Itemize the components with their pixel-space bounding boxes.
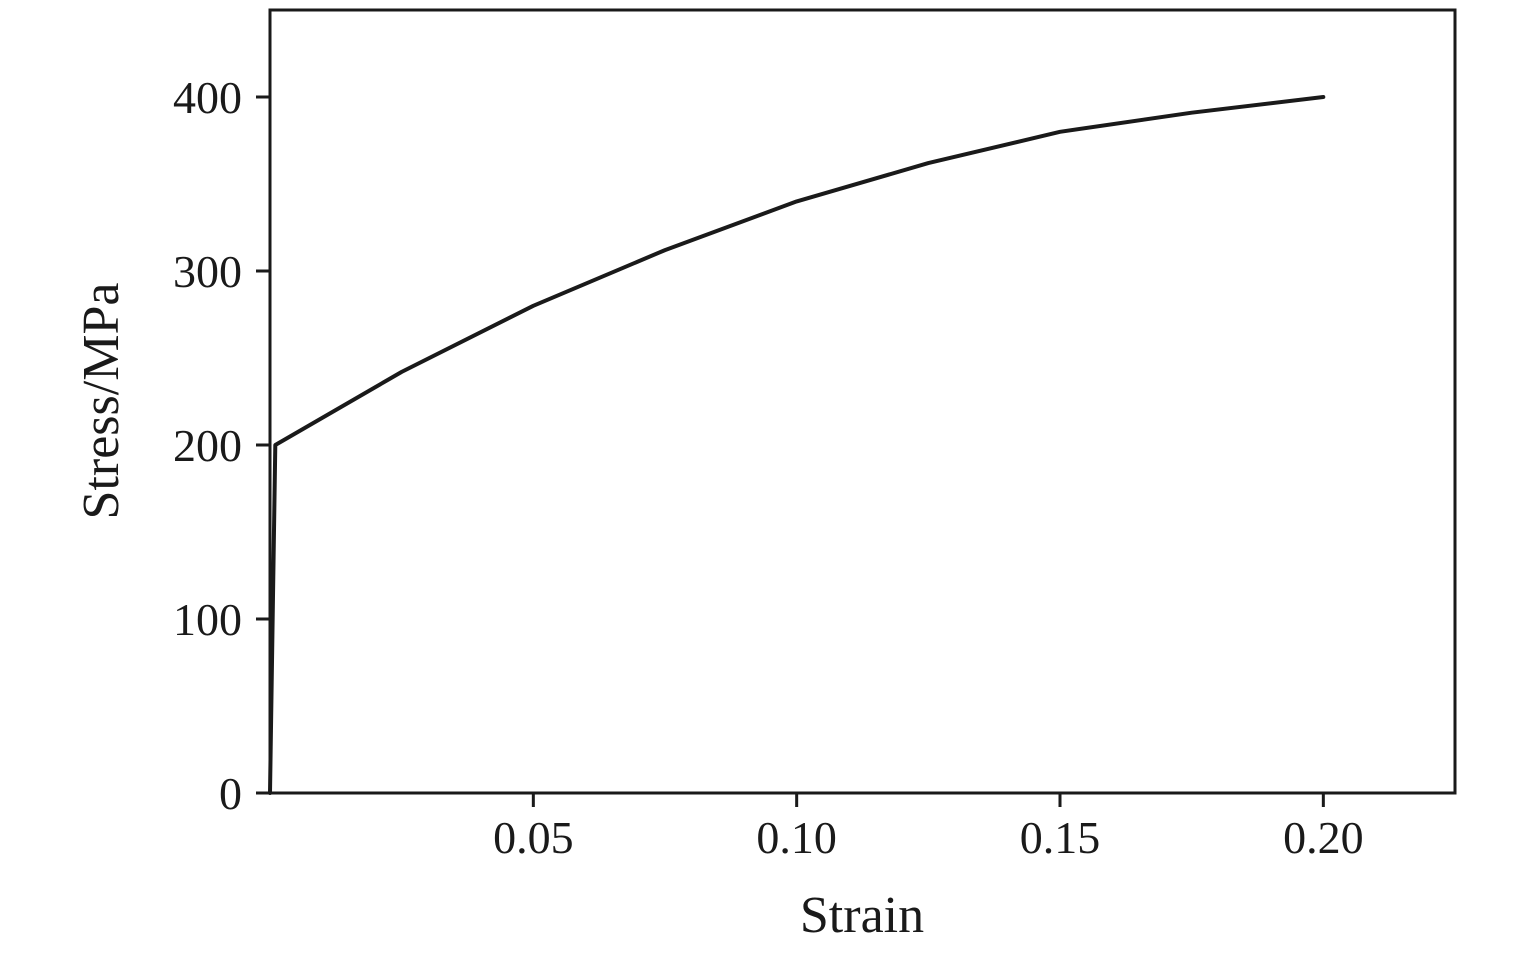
y-tick-label: 400: [173, 72, 242, 123]
y-axis-label: Stress/MPa: [73, 283, 130, 520]
x-tick-label: 0.15: [1020, 812, 1101, 863]
x-tick-label: 0.05: [493, 812, 574, 863]
x-tick-label: 0.20: [1283, 812, 1364, 863]
y-tick-label: 0: [219, 768, 242, 819]
plot-border: [268, 8, 1457, 795]
x-tick-label: 0.10: [756, 812, 837, 863]
x-axis-label: Strain: [800, 887, 924, 944]
stress-strain-curve: [268, 95, 1326, 795]
y-tick-label: 100: [173, 594, 242, 645]
y-tick-label: 300: [173, 246, 242, 297]
y-tick-label: 200: [173, 420, 242, 471]
